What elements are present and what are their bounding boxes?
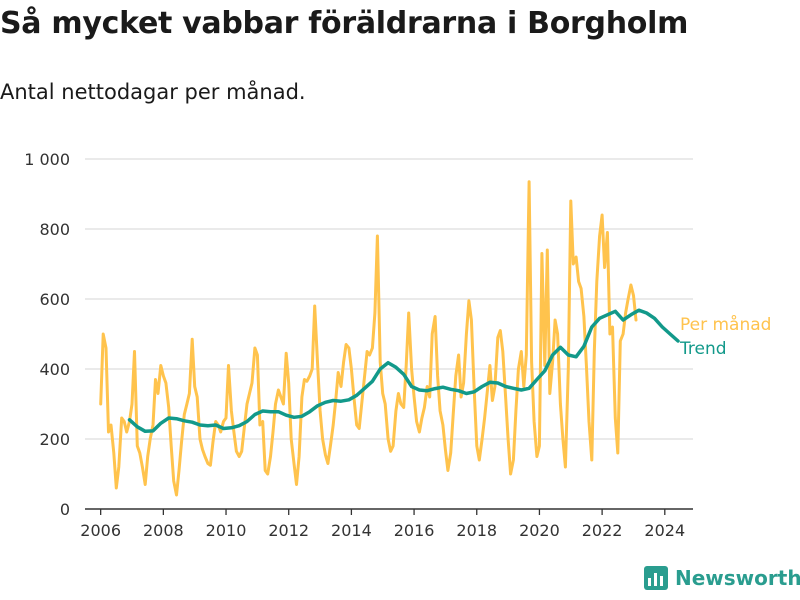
x-axis: 2006 2008 2010 2012 2014 2016 2018 2020 2022 2024 bbox=[80, 508, 693, 540]
x-tick-label: 2022 bbox=[582, 521, 623, 540]
chart-subtitle: Antal nettodagar per månad. bbox=[0, 80, 306, 104]
y-tick-label: 400 bbox=[39, 360, 70, 379]
legend-per-manad: Per månad bbox=[680, 314, 771, 335]
x-tick-label: 2010 bbox=[206, 521, 247, 540]
y-tick-label: 800 bbox=[39, 220, 70, 239]
series-lines bbox=[99, 180, 680, 497]
x-tick-label: 2016 bbox=[394, 521, 435, 540]
series-line-per-manad bbox=[99, 180, 638, 497]
legend-trend: Trend bbox=[679, 339, 727, 359]
y-tick-label: 0 bbox=[60, 500, 70, 519]
newsworthy-logo: Newsworthy bbox=[644, 566, 800, 590]
grid-lines: 0 200 400 600 800 1 000 bbox=[24, 150, 693, 519]
legend: Per månad Trend bbox=[679, 314, 771, 359]
x-tick-label: 2006 bbox=[80, 521, 121, 540]
x-tick-label: 2020 bbox=[519, 521, 560, 540]
chart-title: Så mycket vabbar föräldrarna i Borgholm bbox=[0, 6, 689, 41]
y-tick-label: 200 bbox=[39, 430, 70, 449]
x-tick-label: 2008 bbox=[143, 521, 184, 540]
y-tick-label: 1 000 bbox=[24, 150, 70, 169]
x-tick-label: 2018 bbox=[456, 521, 497, 540]
series-line-trend bbox=[127, 308, 680, 434]
x-tick-label: 2014 bbox=[331, 521, 372, 540]
x-tick-label: 2012 bbox=[268, 521, 309, 540]
bar-chart-icon bbox=[644, 566, 668, 590]
brand-name: Newsworthy bbox=[675, 566, 800, 590]
x-tick-label: 2024 bbox=[644, 521, 685, 540]
y-tick-label: 600 bbox=[39, 290, 70, 309]
